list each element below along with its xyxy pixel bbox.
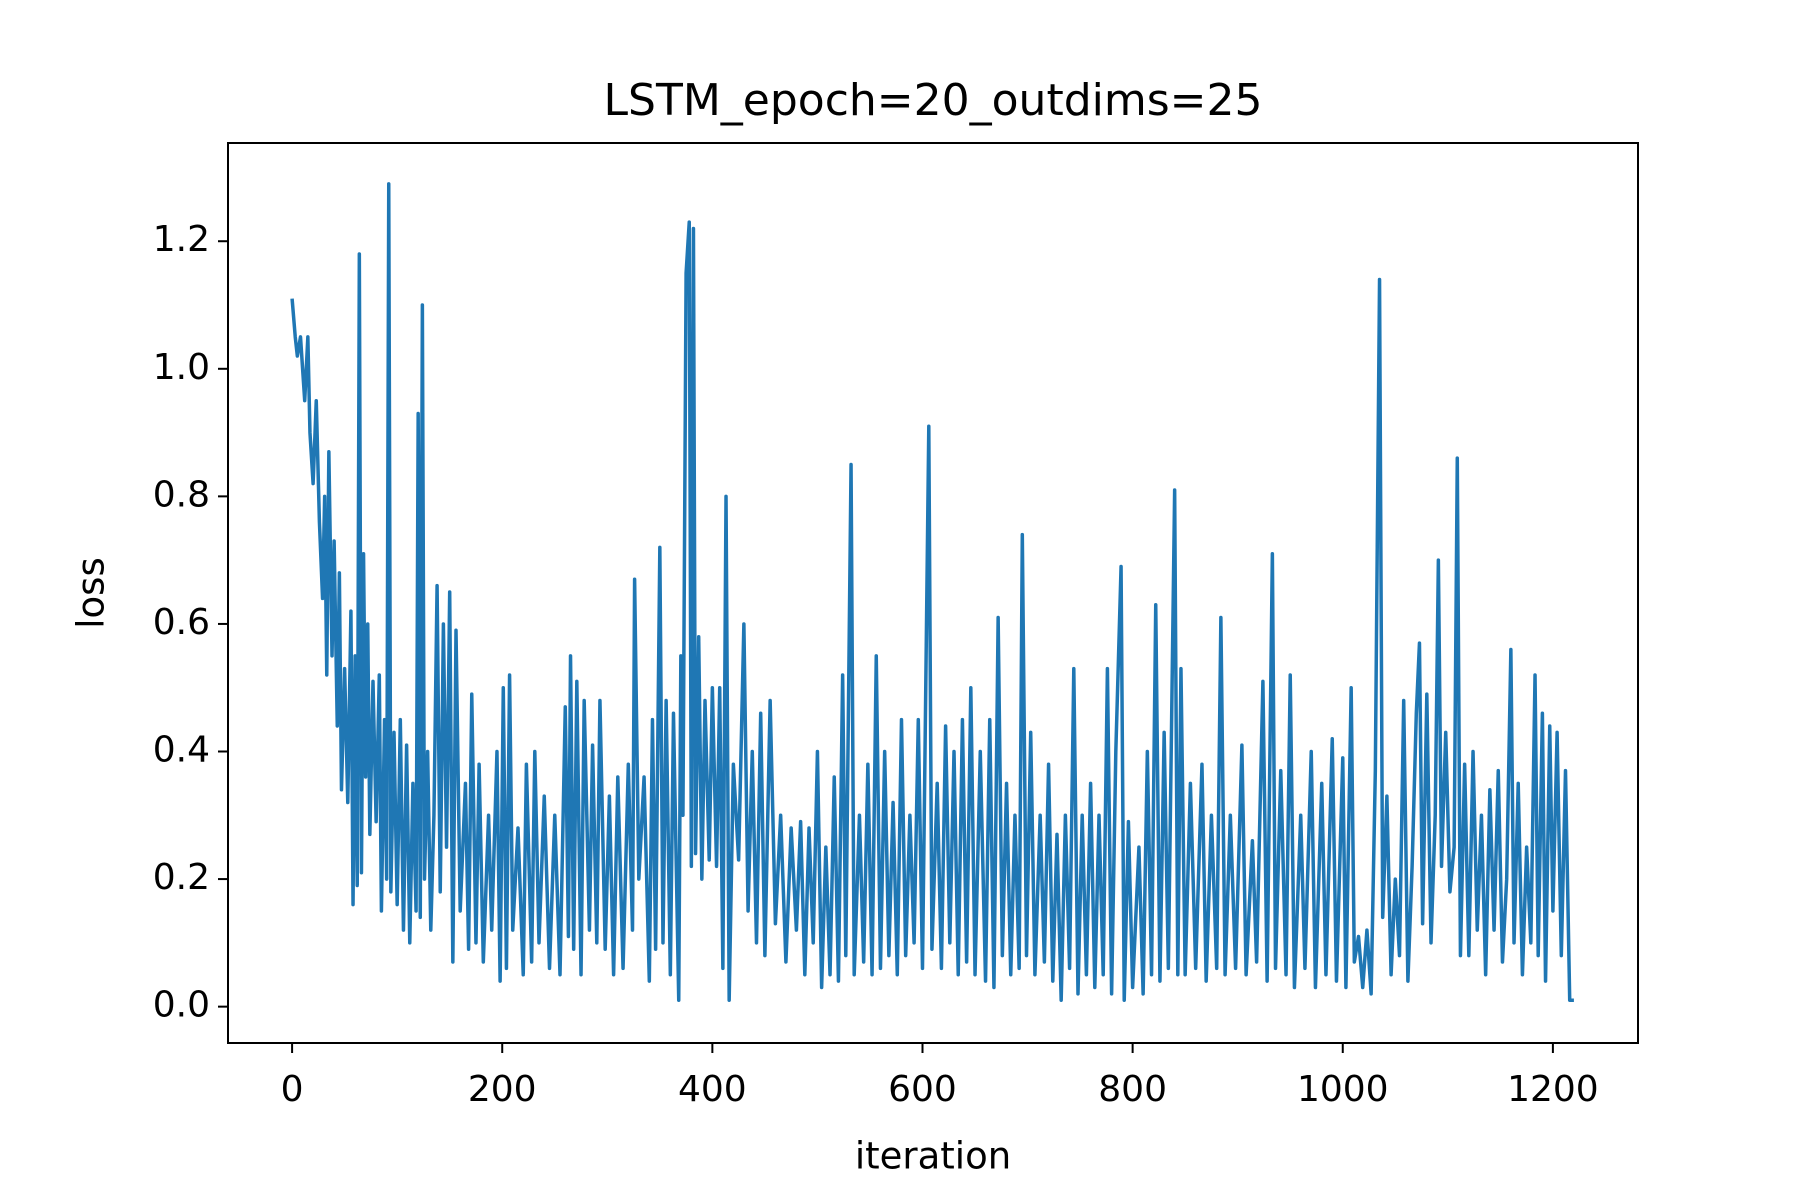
x-axis-label: iteration	[855, 1135, 1011, 1178]
y-tick-label: 1.2	[153, 219, 210, 260]
y-tick-label: 0.0	[153, 985, 210, 1026]
y-axis-label: loss	[70, 557, 113, 628]
y-tick-label: 1.0	[153, 347, 210, 388]
y-tick-label: 0.8	[153, 474, 210, 515]
x-tick-label: 200	[468, 1069, 537, 1110]
y-tick-label: 0.2	[153, 857, 210, 898]
x-tick-label: 1200	[1507, 1069, 1599, 1110]
x-tick-label: 800	[1098, 1069, 1167, 1110]
data-line	[290, 182, 1574, 1003]
y-tick-label: 0.4	[153, 730, 210, 771]
x-tick-label: 600	[888, 1069, 957, 1110]
chart-title: LSTM_epoch=20_outdims=25	[604, 75, 1263, 126]
y-tick-label: 0.6	[153, 602, 210, 643]
x-tick-label: 1000	[1297, 1069, 1389, 1110]
x-tick-label: 400	[678, 1069, 747, 1110]
x-tick-label: 0	[281, 1069, 304, 1110]
plot-frame	[227, 142, 1639, 1044]
